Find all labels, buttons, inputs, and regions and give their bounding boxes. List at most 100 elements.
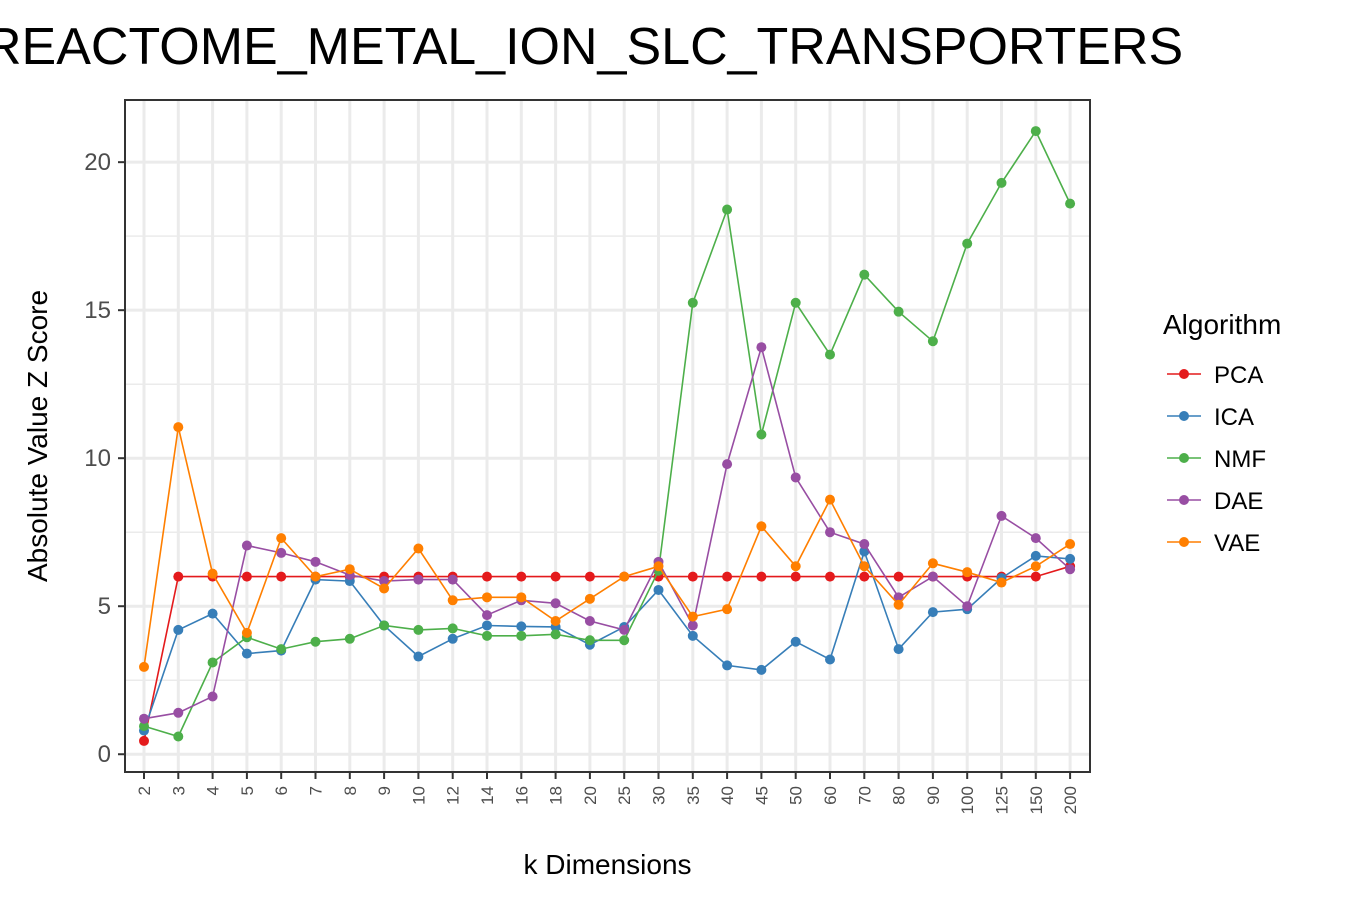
x-tick-label: 2 — [135, 786, 154, 795]
data-point-dae — [722, 459, 733, 470]
legend-label-pca: PCA — [1214, 362, 1263, 389]
series-layer — [139, 126, 1076, 746]
series-nmf — [139, 126, 1076, 742]
data-point-vae — [139, 661, 149, 672]
data-point-dae — [139, 713, 149, 724]
data-point-dae — [482, 610, 492, 621]
data-point-vae — [1030, 561, 1041, 572]
grid — [125, 100, 1090, 772]
data-point-dae — [825, 527, 835, 538]
x-tick-label: 45 — [752, 786, 771, 805]
legend-label-nmf: NMF — [1214, 446, 1266, 473]
data-point-nmf — [173, 731, 184, 742]
data-point-dae — [962, 601, 973, 612]
y-tick-label: 20 — [84, 149, 111, 176]
data-point-vae — [825, 494, 835, 505]
data-point-pca — [687, 571, 698, 582]
x-tick-label: 3 — [169, 786, 188, 795]
x-tick-label: 8 — [341, 786, 360, 795]
data-point-dae — [584, 616, 595, 627]
x-tick-label: 9 — [375, 786, 394, 795]
data-point-vae — [859, 561, 870, 572]
data-point-vae — [241, 627, 252, 638]
series-line-pca — [143, 565, 1071, 742]
y-tick-label: 0 — [98, 741, 111, 768]
x-tick-label: 150 — [1027, 786, 1046, 814]
data-point-dae — [756, 342, 767, 353]
data-point-pca — [550, 571, 561, 582]
x-tick-label: 70 — [855, 786, 874, 805]
data-point-vae — [173, 422, 184, 433]
x-tick-label: 4 — [204, 786, 223, 795]
x-tick-label: 125 — [993, 786, 1012, 814]
series-line-nmf — [143, 129, 1071, 738]
data-point-nmf — [482, 630, 492, 641]
x-tick-label: 40 — [718, 786, 737, 805]
data-point-dae — [859, 539, 870, 550]
data-point-nmf — [207, 657, 218, 668]
data-point-dae — [173, 707, 184, 718]
data-point-dae — [1030, 533, 1041, 544]
data-point-vae — [653, 561, 664, 572]
data-point-vae — [516, 592, 527, 603]
chart-title: REACTOME_METAL_ION_SLC_TRANSPORTERS — [0, 18, 1183, 76]
data-point-pca — [139, 735, 149, 746]
y-tick-label: 15 — [84, 297, 111, 324]
x-tick-label: 100 — [958, 786, 977, 814]
y-axis-title: Absolute Value Z Score — [22, 290, 53, 582]
data-point-vae — [996, 577, 1007, 588]
data-point-nmf — [550, 629, 561, 640]
data-point-ica — [722, 660, 733, 671]
data-point-nmf — [962, 238, 973, 249]
data-point-dae — [447, 574, 458, 585]
x-tick-label: 30 — [650, 786, 669, 805]
legend: Algorithm PCA ICA NMF DAE VAE — [1163, 309, 1281, 557]
data-point-vae — [482, 592, 492, 603]
data-point-ica — [1030, 550, 1041, 561]
data-point-vae — [722, 604, 733, 615]
data-point-dae — [927, 571, 938, 582]
data-point-nmf — [619, 635, 630, 646]
data-point-nmf — [722, 204, 733, 215]
data-point-pca — [790, 571, 801, 582]
x-tick-label: 7 — [307, 786, 326, 795]
legend-title: Algorithm — [1163, 309, 1281, 340]
data-point-vae — [310, 571, 321, 582]
plot-panel-background — [125, 100, 1090, 772]
data-point-pca — [1030, 571, 1041, 582]
data-point-ica — [893, 644, 904, 655]
data-point-dae — [1065, 564, 1076, 575]
data-point-nmf — [927, 336, 938, 347]
data-point-vae — [344, 564, 355, 575]
data-point-nmf — [790, 297, 801, 308]
data-point-dae — [413, 574, 424, 585]
data-point-pca — [276, 571, 287, 582]
data-point-nmf — [516, 630, 527, 641]
data-point-vae — [379, 583, 390, 594]
x-tick-label: 18 — [547, 786, 566, 805]
legend-key-point — [1179, 369, 1189, 379]
data-point-nmf — [310, 636, 321, 647]
y-tick-label: 5 — [98, 593, 111, 620]
data-point-ica — [825, 654, 835, 665]
legend-key-point — [1179, 495, 1189, 505]
data-point-ica — [653, 584, 664, 595]
data-point-nmf — [1065, 198, 1076, 209]
data-point-ica — [241, 648, 252, 659]
data-point-ica — [756, 664, 767, 675]
data-point-vae — [584, 593, 595, 604]
data-point-vae — [619, 571, 630, 582]
data-point-pca — [584, 571, 595, 582]
data-point-vae — [893, 599, 904, 610]
data-point-nmf — [996, 177, 1007, 188]
data-point-nmf — [139, 721, 149, 732]
data-point-ica — [207, 608, 218, 619]
data-point-ica — [413, 651, 424, 662]
x-tick-label: 12 — [444, 786, 463, 805]
x-tick-label: 35 — [684, 786, 703, 805]
legend-label-dae: DAE — [1214, 488, 1263, 515]
data-point-dae — [619, 624, 630, 635]
data-point-nmf — [276, 644, 287, 655]
data-point-vae — [447, 595, 458, 606]
data-point-dae — [207, 691, 218, 702]
